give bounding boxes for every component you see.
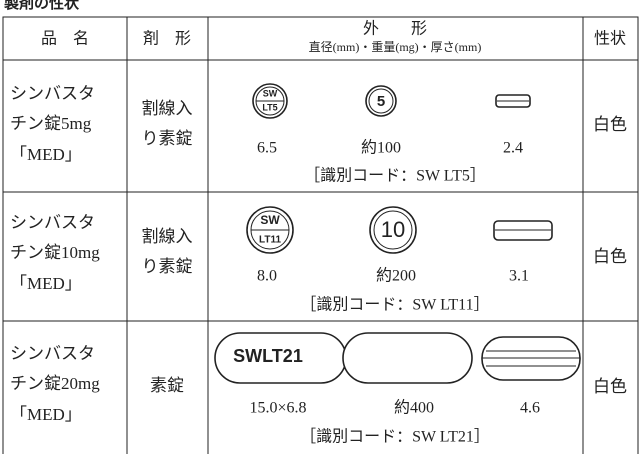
dimension: 約400 xyxy=(394,399,434,417)
imprint: SW xyxy=(263,88,278,98)
product-name: 「MED」 xyxy=(10,274,82,293)
dimension: 3.1 xyxy=(509,268,529,285)
dimension: 8.0 xyxy=(257,268,277,285)
dimension: 4.6 xyxy=(520,400,540,417)
imprint: 10 xyxy=(381,217,405,242)
column-header: 外 形 xyxy=(363,20,427,38)
id-code: ［識別コード：SW LT21］ xyxy=(300,428,490,446)
dimension: 約100 xyxy=(361,139,401,157)
product-name: 「MED」 xyxy=(10,145,82,164)
table-grid xyxy=(2,16,639,454)
imprint: SWLT21 xyxy=(233,346,303,366)
column-header: 剤 形 xyxy=(143,30,191,48)
id-code: ［識別コード：SW LT5］ xyxy=(304,167,486,185)
dimension: 約200 xyxy=(376,267,416,285)
appearance: 白色 xyxy=(593,377,627,396)
dosage-form: 割線入 xyxy=(142,99,193,118)
column-header: 品 名 xyxy=(41,30,89,48)
tablet-images xyxy=(246,206,553,254)
product-name: シンバスタ xyxy=(10,344,95,363)
imprint: LT5 xyxy=(262,102,277,112)
appearance: 白色 xyxy=(593,115,627,134)
imprint: SW xyxy=(260,213,280,227)
dimension: 2.4 xyxy=(503,140,523,157)
product-name: シンバスタ xyxy=(10,84,95,103)
product-name: 「MED」 xyxy=(10,405,82,424)
dosage-form: り素錠 xyxy=(142,257,193,276)
dimension: 6.5 xyxy=(257,140,277,157)
dimension: 15.0×6.8 xyxy=(249,400,306,417)
product-name: シンバスタ xyxy=(10,213,95,232)
section-title: 製剤の性状 xyxy=(3,0,80,12)
tablet-images xyxy=(214,332,581,384)
dosage-form: り素錠 xyxy=(142,129,193,148)
column-header: 性状 xyxy=(594,30,626,48)
dosage-form: 素錠 xyxy=(150,376,184,395)
column-note: 直径(mm)・重量(mg)・厚さ(mm) xyxy=(309,40,482,54)
product-name: チン錠10mg xyxy=(10,243,100,262)
product-name: チン錠20mg xyxy=(10,374,100,393)
dosage-form: 割線入 xyxy=(142,227,193,246)
imprint: LT11 xyxy=(259,235,281,246)
imprint: 5 xyxy=(377,93,385,110)
id-code: ［識別コード：SW LT11］ xyxy=(300,296,489,314)
product-name: チン錠5mg xyxy=(10,114,92,133)
tablet-images xyxy=(252,83,531,119)
appearance: 白色 xyxy=(593,247,627,266)
